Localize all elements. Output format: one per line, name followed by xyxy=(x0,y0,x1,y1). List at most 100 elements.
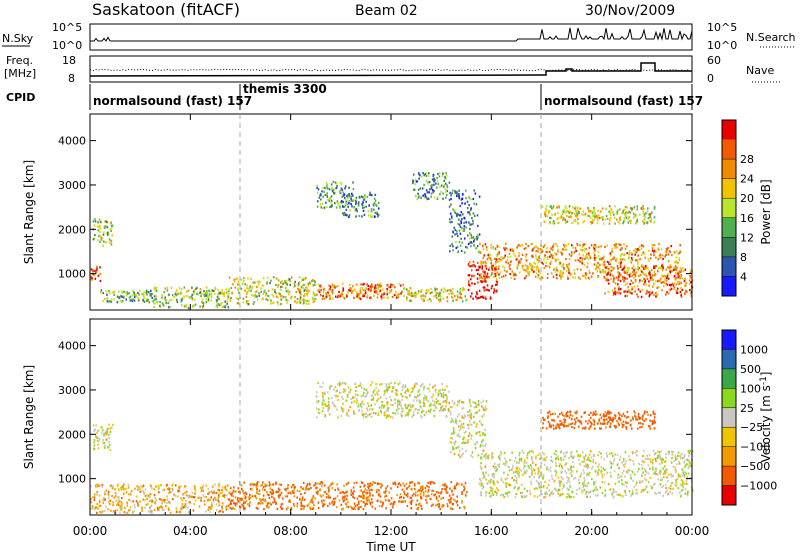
power-cell xyxy=(486,272,489,275)
velocity-cell xyxy=(381,400,383,404)
power-cell xyxy=(618,275,620,279)
power-cell xyxy=(200,295,202,298)
power-cell xyxy=(623,243,625,246)
velocity-cell xyxy=(207,508,209,511)
power-cell xyxy=(331,190,334,193)
power-cell xyxy=(477,268,480,271)
velocity-cell xyxy=(229,500,232,503)
power-cell xyxy=(593,256,596,259)
velocity-cell xyxy=(343,492,346,495)
velocity-cell xyxy=(239,497,241,500)
velocity-cell xyxy=(446,385,448,388)
power-cell xyxy=(642,273,645,276)
power-cell xyxy=(353,199,355,202)
power-cell xyxy=(445,190,447,194)
velocity-cell xyxy=(500,479,503,482)
power-cell xyxy=(446,193,448,197)
power-cell xyxy=(472,219,474,222)
power-cell xyxy=(460,237,462,240)
power-cell xyxy=(661,265,664,268)
velocity-cell xyxy=(233,507,236,511)
velocity-cell xyxy=(411,415,413,418)
velocity-cell xyxy=(126,504,129,507)
velocity-cell xyxy=(341,508,343,511)
power-cell xyxy=(650,275,652,278)
velocity-cell xyxy=(435,406,438,409)
power-cell xyxy=(505,242,507,245)
power-cell xyxy=(613,258,615,261)
velocity-cell xyxy=(270,503,272,506)
power-colorbar-tick-label: 28 xyxy=(740,153,754,166)
power-cell xyxy=(267,299,269,302)
velocity-cell xyxy=(345,491,347,494)
velocity-cell xyxy=(180,497,182,500)
power-cell xyxy=(561,273,564,276)
power-cell xyxy=(254,294,257,297)
power-cell xyxy=(348,214,351,217)
power-cell xyxy=(96,266,98,269)
velocity-cell xyxy=(174,495,177,498)
velocity-cell xyxy=(244,507,246,510)
velocity-cell xyxy=(374,481,376,484)
velocity-cell xyxy=(489,495,492,498)
power-cell xyxy=(611,247,614,250)
power-cell xyxy=(383,292,385,295)
power-cell xyxy=(541,276,543,279)
velocity-cell xyxy=(417,390,420,393)
velocity-cell xyxy=(407,412,410,415)
velocity-cell xyxy=(371,483,373,486)
power-cell xyxy=(476,277,479,280)
velocity-cell xyxy=(363,501,365,504)
power-cell xyxy=(187,306,190,310)
power-cell xyxy=(252,281,254,284)
power-cell xyxy=(390,290,392,293)
velocity-cell xyxy=(445,394,447,397)
power-cell xyxy=(674,264,677,267)
velocity-cell xyxy=(461,453,463,457)
nsky-panel: N.Sky 10^5 10^0 10^5 10^0 N.Search xyxy=(2,21,796,52)
power-cell xyxy=(132,298,134,301)
velocity-cell xyxy=(331,481,334,485)
velocity-cell xyxy=(678,491,681,494)
velocity-cell xyxy=(450,436,452,440)
power-cell xyxy=(463,229,465,232)
velocity-cell xyxy=(178,490,181,493)
power-cell xyxy=(624,205,627,209)
velocity-cell xyxy=(491,474,494,478)
power-cell xyxy=(630,252,633,255)
power-cell xyxy=(276,296,279,299)
power-cell xyxy=(440,289,443,292)
velocity-cell xyxy=(404,407,407,410)
power-cell xyxy=(164,287,167,290)
velocity-cell xyxy=(302,487,305,490)
velocity-cell xyxy=(635,489,638,492)
power-cell xyxy=(679,277,681,280)
power-cell xyxy=(300,299,302,302)
velocity-cell xyxy=(232,499,234,502)
velocity-cell xyxy=(260,498,263,501)
power-cell xyxy=(297,282,300,285)
power-cell xyxy=(476,214,479,217)
power-cell xyxy=(636,208,639,211)
power-cell xyxy=(619,216,621,219)
velocity-cell xyxy=(429,481,432,484)
power-cell xyxy=(490,246,492,249)
power-cell xyxy=(623,259,626,262)
velocity-cell xyxy=(118,496,120,499)
power-cell xyxy=(543,244,546,247)
velocity-cell xyxy=(418,503,421,506)
velocity-cell xyxy=(154,501,156,504)
velocity-cell xyxy=(414,494,417,497)
velocity-cell xyxy=(445,488,447,491)
velocity-cell xyxy=(317,401,319,404)
power-cell xyxy=(534,275,537,278)
velocity-cell xyxy=(476,403,479,406)
power-cell xyxy=(99,266,101,269)
power-cell xyxy=(630,219,632,222)
velocity-cell xyxy=(504,492,507,495)
velocity-cell xyxy=(146,497,148,500)
power-cell xyxy=(595,266,598,269)
velocity-cell xyxy=(629,459,632,462)
velocity-cell xyxy=(232,489,235,492)
power-cell xyxy=(551,256,554,260)
